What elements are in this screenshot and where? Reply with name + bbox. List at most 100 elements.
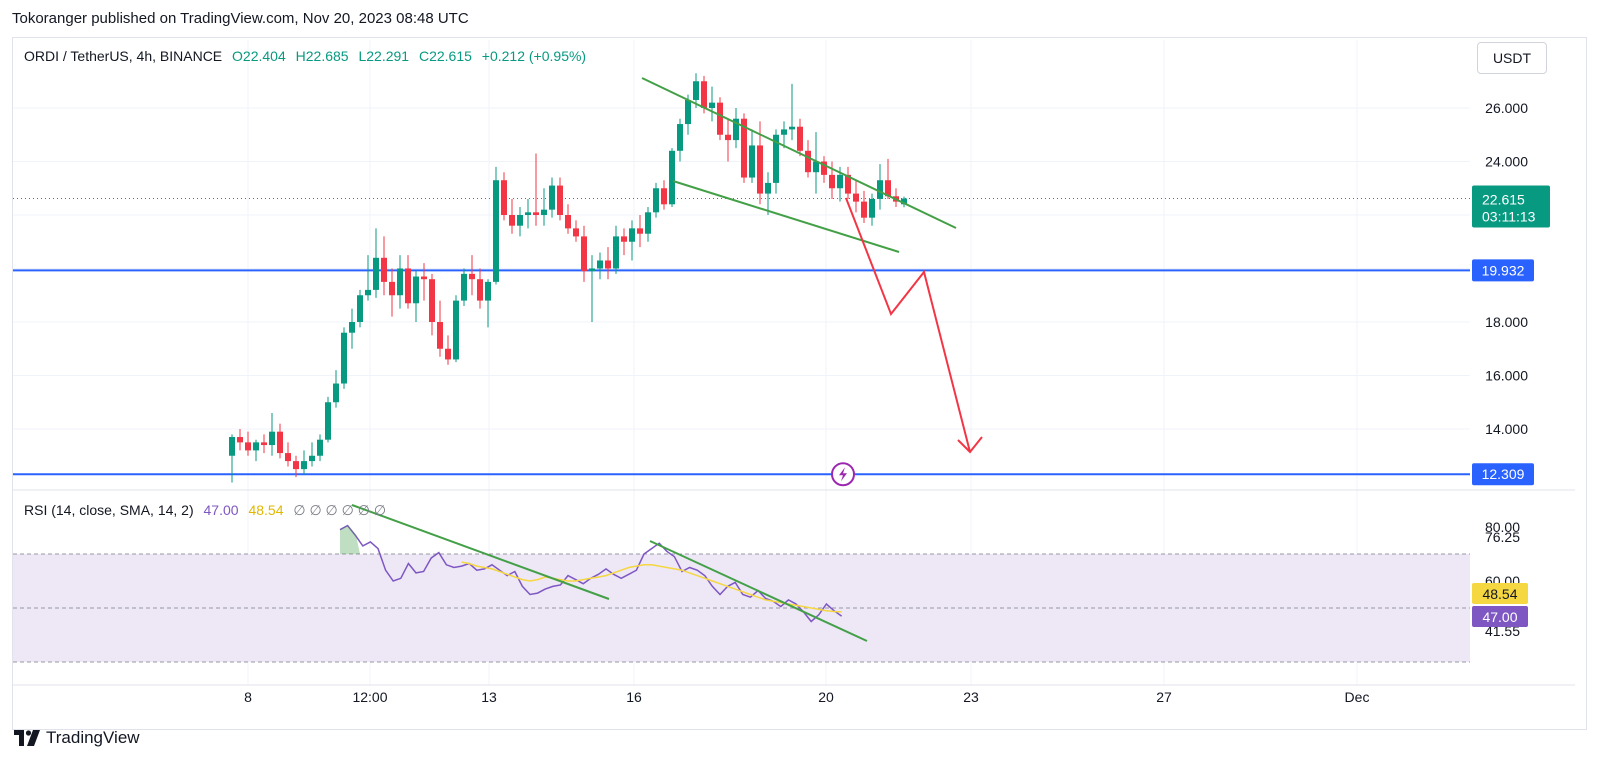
candle-body [517,215,523,226]
candle-body [773,134,779,183]
candle-body [645,212,651,234]
price-level-label: 12.309 [1482,466,1525,482]
candle-body [701,81,707,108]
price-level-badge [1472,259,1534,282]
candle-body [245,442,251,451]
symbol-title[interactable]: ORDI / TetherUS, 4h, BINANCE [24,48,223,64]
x-tick-label: 16 [626,689,642,705]
candle-body [253,442,259,451]
candle-body [709,102,715,108]
price-tick-label: 26.000 [1485,100,1528,116]
candle-body [717,102,723,135]
candle-body [677,124,683,151]
x-tick-label: 12:00 [352,689,387,705]
price-level-badge [1472,463,1534,486]
candle-body [669,150,675,205]
chart-frame [12,37,1587,730]
axes-layer: 8 12:00 13 16 20 23 27 Dec 26.000 24.000 18.000 16.… [244,100,1550,705]
ohlc-open: O22.404 [232,48,286,64]
ohlc-change: +0.212 (+0.95%) [481,48,587,64]
candle-body [725,134,731,141]
upper-trendline [641,77,957,229]
candle-body [461,273,467,301]
x-tick-label: 23 [963,689,979,705]
rsi-badge [1472,606,1528,627]
publisher-line: Tokoranger published on TradingView.com,… [12,10,469,27]
candle-body [621,236,627,242]
candle-body [389,281,395,296]
candle-body [325,402,331,440]
ohlc-low: L22.291 [358,48,410,64]
candle-body [413,276,419,304]
candle-body [421,276,427,280]
candle-body [613,236,619,269]
candle-body [445,348,451,360]
rsi-tick-label: 76.25 [1485,529,1520,545]
candle-body [901,198,907,205]
candle-body [237,437,243,443]
currency-button[interactable]: USDT [1477,42,1547,74]
rsi-value: 47.00 [203,502,239,518]
candle-body [493,180,499,282]
candle-body [541,209,547,215]
lightning-bolt [839,467,847,482]
rsi-tick-label: 80.00 [1485,519,1520,535]
candle-body [685,99,691,125]
rsi-badge-label: 47.00 [1482,609,1517,625]
bar-countdown-label: 03:11:13 [1482,209,1536,225]
candle-body [749,145,755,178]
candle-body [693,81,699,100]
candle-body [605,260,611,269]
candle-body [341,332,347,384]
candle-body [581,236,587,272]
candle-body [861,201,867,218]
candle-body [525,212,531,215]
rsi-indicator-name[interactable]: RSI (14, close, SMA, 14, 2) [24,502,194,518]
x-tick-label: 8 [244,689,252,705]
current-price-label: 22.615 [1482,192,1525,208]
rsi-legend: RSI (14, close, SMA, 14, 2) 47.00 48.54 … [24,502,386,519]
candle-body [869,198,875,218]
candle-body [837,174,843,189]
tradingview-logo[interactable]: TradingView [14,728,140,748]
ohlc-high: H22.685 [295,48,349,64]
candle-body [477,279,483,301]
rsi-ma-value: 48.54 [248,502,284,518]
candle-body [781,129,787,135]
candle-body [653,188,659,213]
candle-body [293,461,299,470]
candle-body [373,257,379,290]
candle-body [309,455,315,462]
candle-body [533,212,539,215]
candle-body [333,383,339,403]
ohlc-close: C22.615 [418,48,472,64]
rsi-band-layer [13,553,1470,663]
candle-body [789,126,795,130]
candle-body [349,322,355,333]
candle-body [805,150,811,173]
candle-body [485,281,491,301]
rsi-ma-line [461,561,842,613]
candle-body [549,185,555,210]
candle-body [509,215,515,226]
candle-body [277,431,283,454]
candle-body [429,279,435,322]
candle-body [853,193,859,202]
candle-body [405,268,411,304]
candle-body [565,215,571,229]
annotation-layer [351,77,983,642]
candle-body [397,268,403,296]
candle-body [317,439,323,456]
levels-layer [13,198,1470,476]
candle-body [589,268,595,272]
candle-body [741,118,747,178]
candle-body [453,300,459,360]
symbol-legend: ORDI / TetherUS, 4h, BINANCE O22.404 H22… [24,48,586,64]
candle-body [813,161,819,173]
price-tick-label: 14.000 [1485,421,1528,437]
candle-body [437,322,443,349]
rsi-ma-badge-label: 48.54 [1482,586,1517,602]
candle-body [765,182,771,194]
candles-layer [229,73,907,483]
